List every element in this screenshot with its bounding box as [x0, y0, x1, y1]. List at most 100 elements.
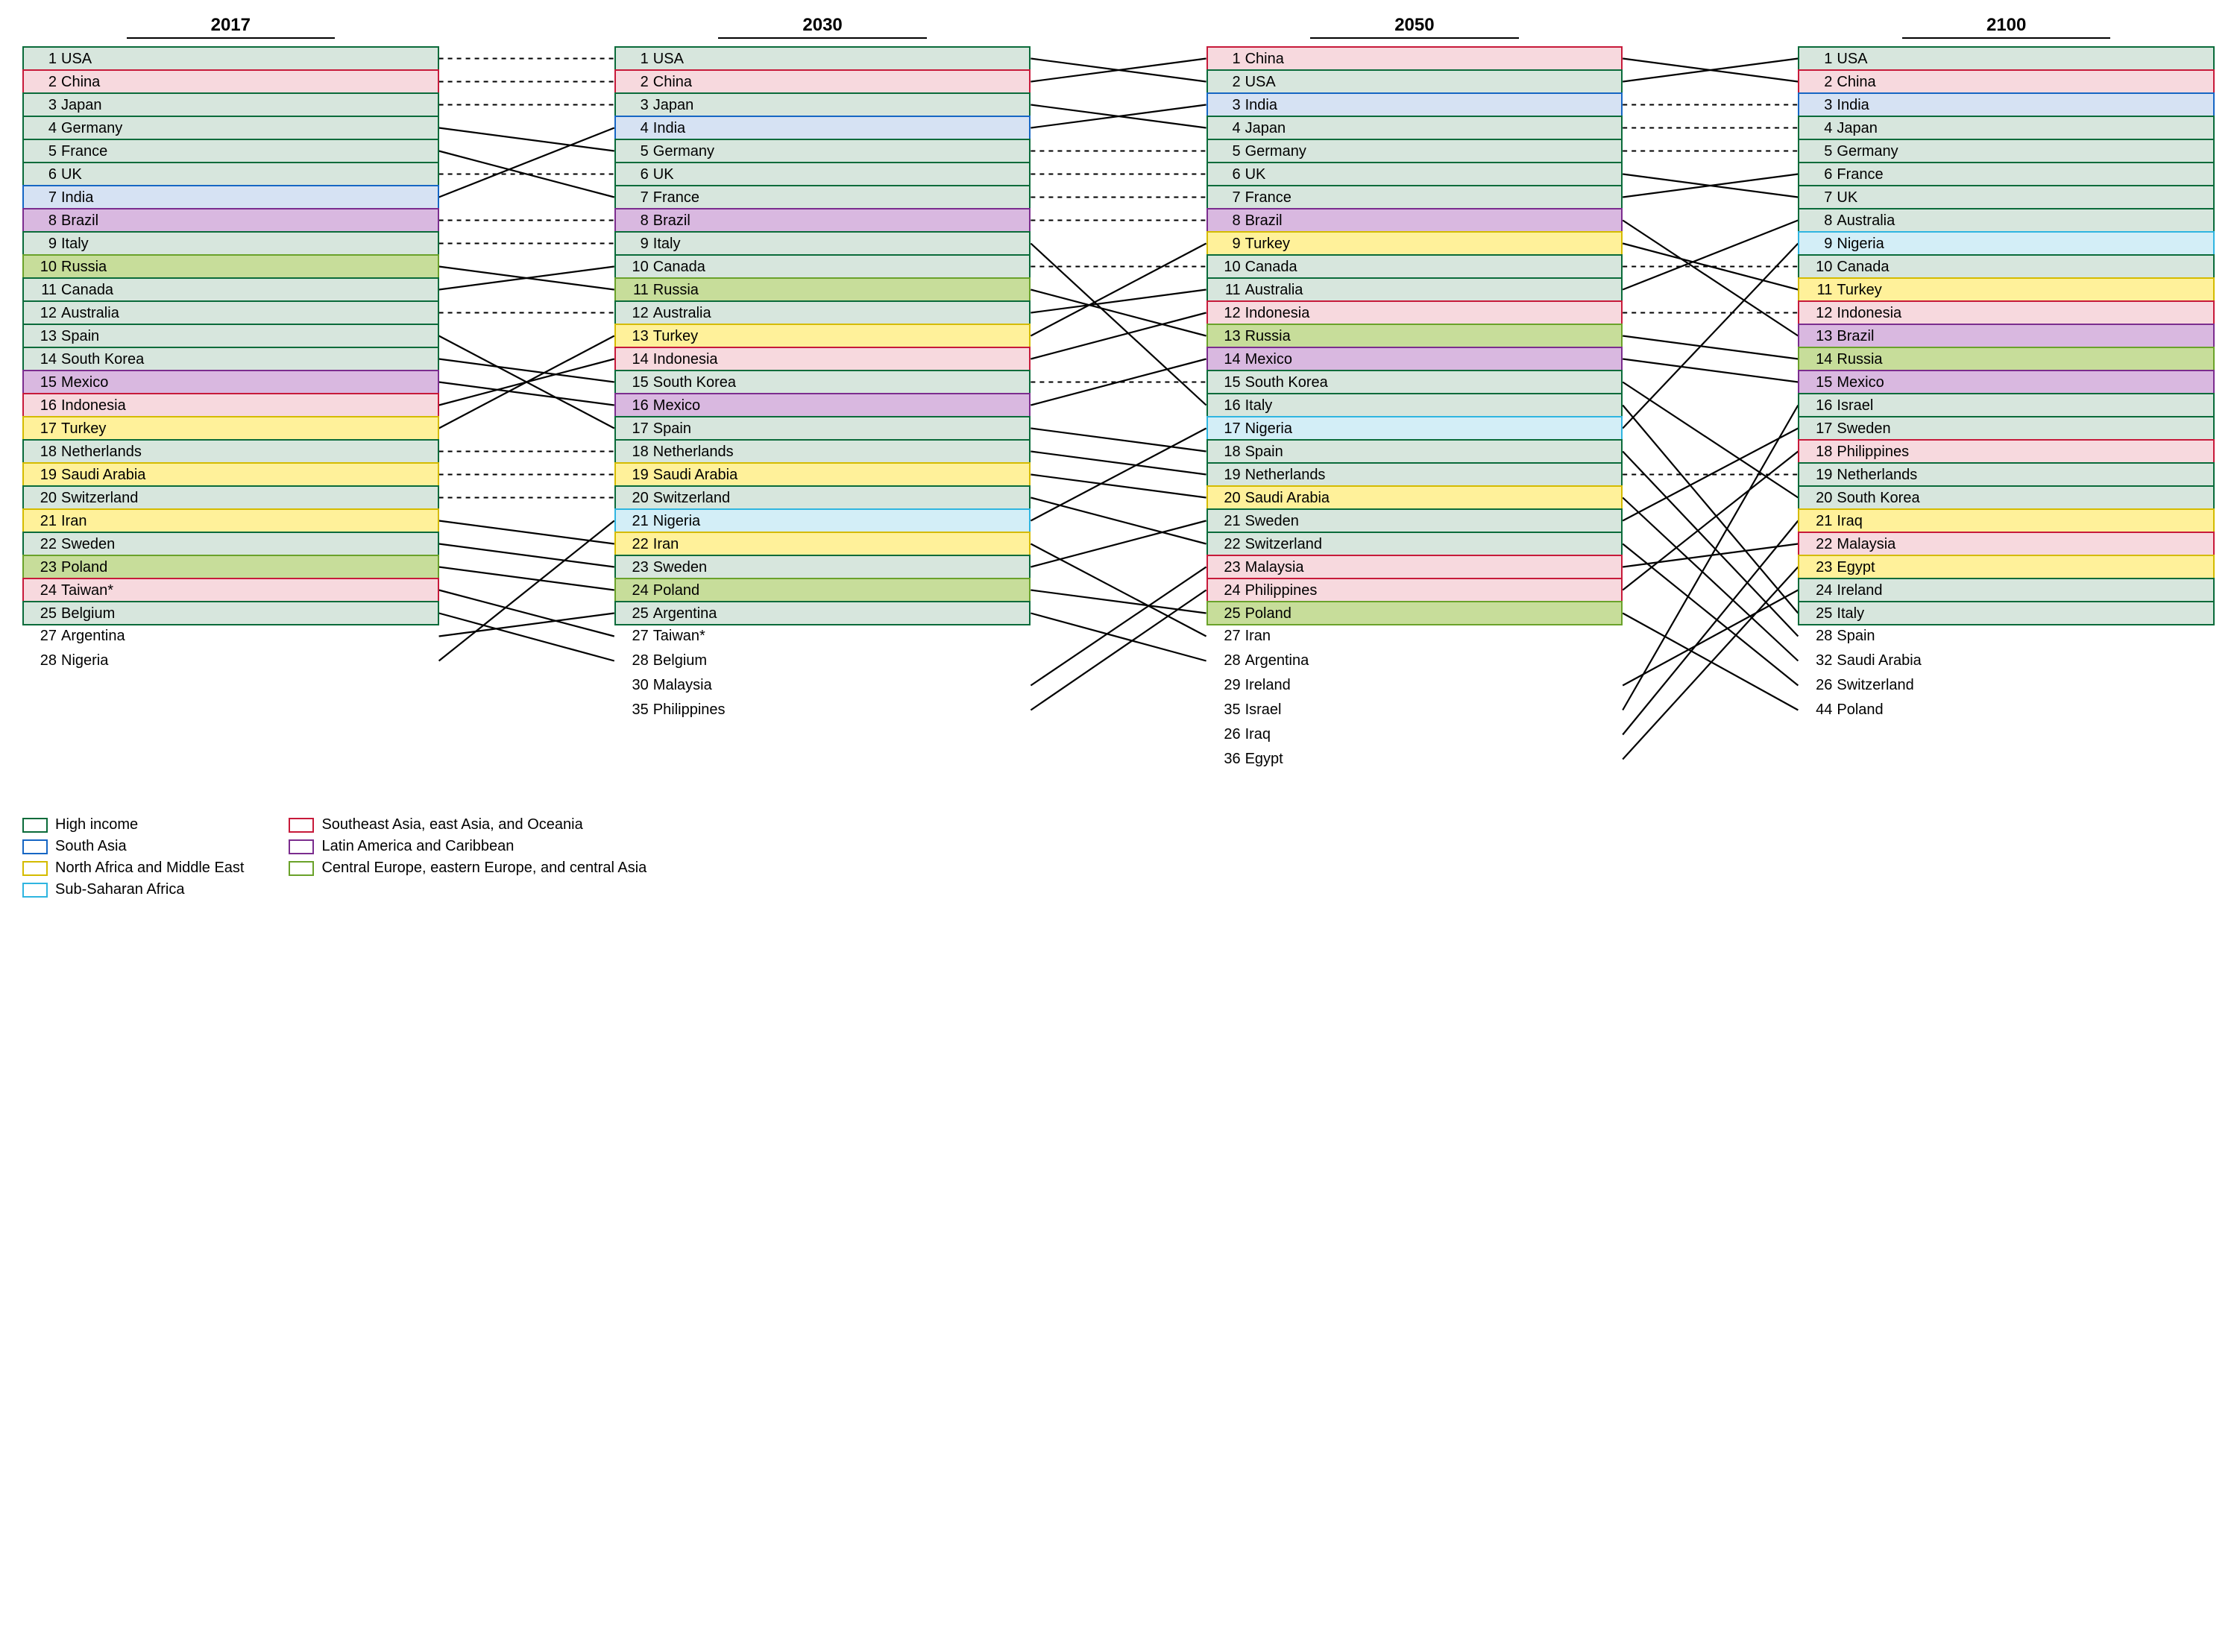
rank-number: 25: [623, 606, 649, 621]
rank-cell: 22Switzerland: [1206, 532, 1623, 556]
country-name: Japan: [653, 98, 694, 113]
country-name: Spain: [653, 421, 691, 436]
rank-cell: 20 Switzerland: [614, 485, 1031, 510]
rank-number: 27: [1215, 628, 1241, 645]
rank-number: 19: [1215, 467, 1241, 482]
rank-cell: 4Japan: [1798, 116, 2215, 140]
extra-rank: 28Spain: [1798, 624, 2215, 649]
country-name: Germany: [653, 144, 714, 159]
rank-cell: 24Ireland: [1798, 578, 2215, 602]
rank-cell: 20Switzerland: [22, 485, 439, 510]
rank-number: 2: [1807, 75, 1832, 89]
country-name: USA: [1245, 75, 1276, 89]
rank-number: 18: [31, 444, 57, 459]
rank-cell: 11Russia: [614, 277, 1031, 302]
rank-cell: 1USA: [22, 46, 439, 71]
rank-number: 12: [1807, 306, 1832, 321]
rank-number: 26: [1807, 677, 1832, 694]
extra-rank: 28Belgium: [614, 649, 1031, 673]
rank-number: 18: [623, 444, 649, 459]
country-name: Iran: [1245, 628, 1271, 645]
rank-number: 5: [623, 144, 649, 159]
country-name: France: [653, 190, 699, 205]
country-name: UK: [653, 167, 674, 182]
rank-number: 21: [623, 514, 649, 529]
rank-cell: 17 Spain: [614, 416, 1031, 441]
rank-number: 24: [1215, 583, 1241, 598]
rank-number: 4: [1215, 121, 1241, 136]
country-name: Egypt: [1837, 560, 1875, 575]
country-name: Philippines: [1837, 444, 1909, 459]
bump-chart: 20171USA2China3Japan4Germany5France6UK7I…: [22, 15, 2215, 772]
country-name: Philippines: [1245, 583, 1318, 598]
rank-number: 16: [1215, 398, 1241, 413]
rank-cell: 8Brazil: [22, 208, 439, 233]
extra-rank: 28Nigeria: [22, 649, 439, 673]
rank-cell: 11Australia: [1206, 277, 1623, 302]
country-name: Belgium: [653, 652, 707, 669]
rank-cell: 13Spain: [22, 324, 439, 348]
rank-number: 10: [31, 259, 57, 274]
rank-cell: 25Italy: [1798, 601, 2215, 625]
rank-number: 2: [31, 75, 57, 89]
rank-number: 11: [1807, 283, 1832, 297]
country-name: Mexico: [653, 398, 700, 413]
rank-number: 5: [1807, 144, 1832, 159]
rank-cell: 14Russia: [1798, 347, 2215, 371]
rank-number: 5: [1215, 144, 1241, 159]
rank-cell: 8Australia: [1798, 208, 2215, 233]
rank-number: 17: [623, 421, 649, 436]
country-name: Ireland: [1245, 677, 1291, 694]
rank-number: 9: [1215, 236, 1241, 251]
rank-cell: 18Philippines: [1798, 439, 2215, 464]
country-name: South Korea: [1837, 491, 1919, 505]
country-name: India: [61, 190, 93, 205]
rank-cell: 23Malaysia: [1206, 555, 1623, 579]
rank-number: 22: [31, 537, 57, 552]
country-name: Taiwan*: [653, 628, 705, 645]
country-name: China: [1837, 75, 1875, 89]
legend-swatch: [22, 818, 48, 833]
rank-cell: 3Japan: [22, 92, 439, 117]
legend-label: Sub-Saharan Africa: [55, 881, 184, 898]
rank-cell: 16Israel: [1798, 393, 2215, 417]
rank-number: 20: [1807, 491, 1832, 505]
rank-number: 20: [623, 491, 649, 505]
year-column-2017: 20171USA2China3Japan4Germany5France6UK7I…: [22, 15, 439, 772]
country-name: Argentina: [1245, 652, 1309, 669]
rank-cell: 9Nigeria: [1798, 231, 2215, 256]
country-name: Mexico: [1837, 375, 1884, 390]
country-name: India: [1837, 98, 1869, 113]
rank-number: 10: [623, 259, 649, 274]
rank-number: 26: [1215, 726, 1241, 743]
rank-cell: 4Japan: [1206, 116, 1623, 140]
country-name: UK: [61, 167, 82, 182]
rank-cell: 19Saudi Arabia: [22, 462, 439, 487]
column-header: 2050: [1206, 15, 1623, 36]
rank-number: 8: [1215, 213, 1241, 228]
rank-cell: 15Mexico: [22, 370, 439, 394]
rank-number: 35: [1215, 702, 1241, 719]
country-name: Brazil: [653, 213, 690, 228]
rank-number: 20: [1215, 491, 1241, 505]
country-name: Saudi Arabia: [1245, 491, 1330, 505]
rank-number: 24: [31, 583, 57, 598]
rank-cell: 3Japan: [614, 92, 1031, 117]
legend-label: Southeast Asia, east Asia, and Oceania: [321, 816, 582, 833]
country-name: Russia: [1837, 352, 1882, 367]
rank-cell: 2USA: [1206, 69, 1623, 94]
country-name: South Korea: [61, 352, 144, 367]
country-name: Philippines: [653, 702, 726, 719]
rank-number: 12: [31, 306, 57, 321]
rank-number: 44: [1807, 702, 1832, 719]
country-name: Canada: [1245, 259, 1297, 274]
country-name: Nigeria: [1837, 236, 1884, 251]
country-name: Switzerland: [653, 491, 730, 505]
rank-cell: 15Mexico: [1798, 370, 2215, 394]
country-name: Russia: [1245, 329, 1291, 344]
rank-number: 17: [1807, 421, 1832, 436]
rank-number: 28: [623, 652, 649, 669]
rank-number: 30: [623, 677, 649, 694]
legend-swatch: [22, 861, 48, 876]
rank-cell: 15South Korea: [614, 370, 1031, 394]
